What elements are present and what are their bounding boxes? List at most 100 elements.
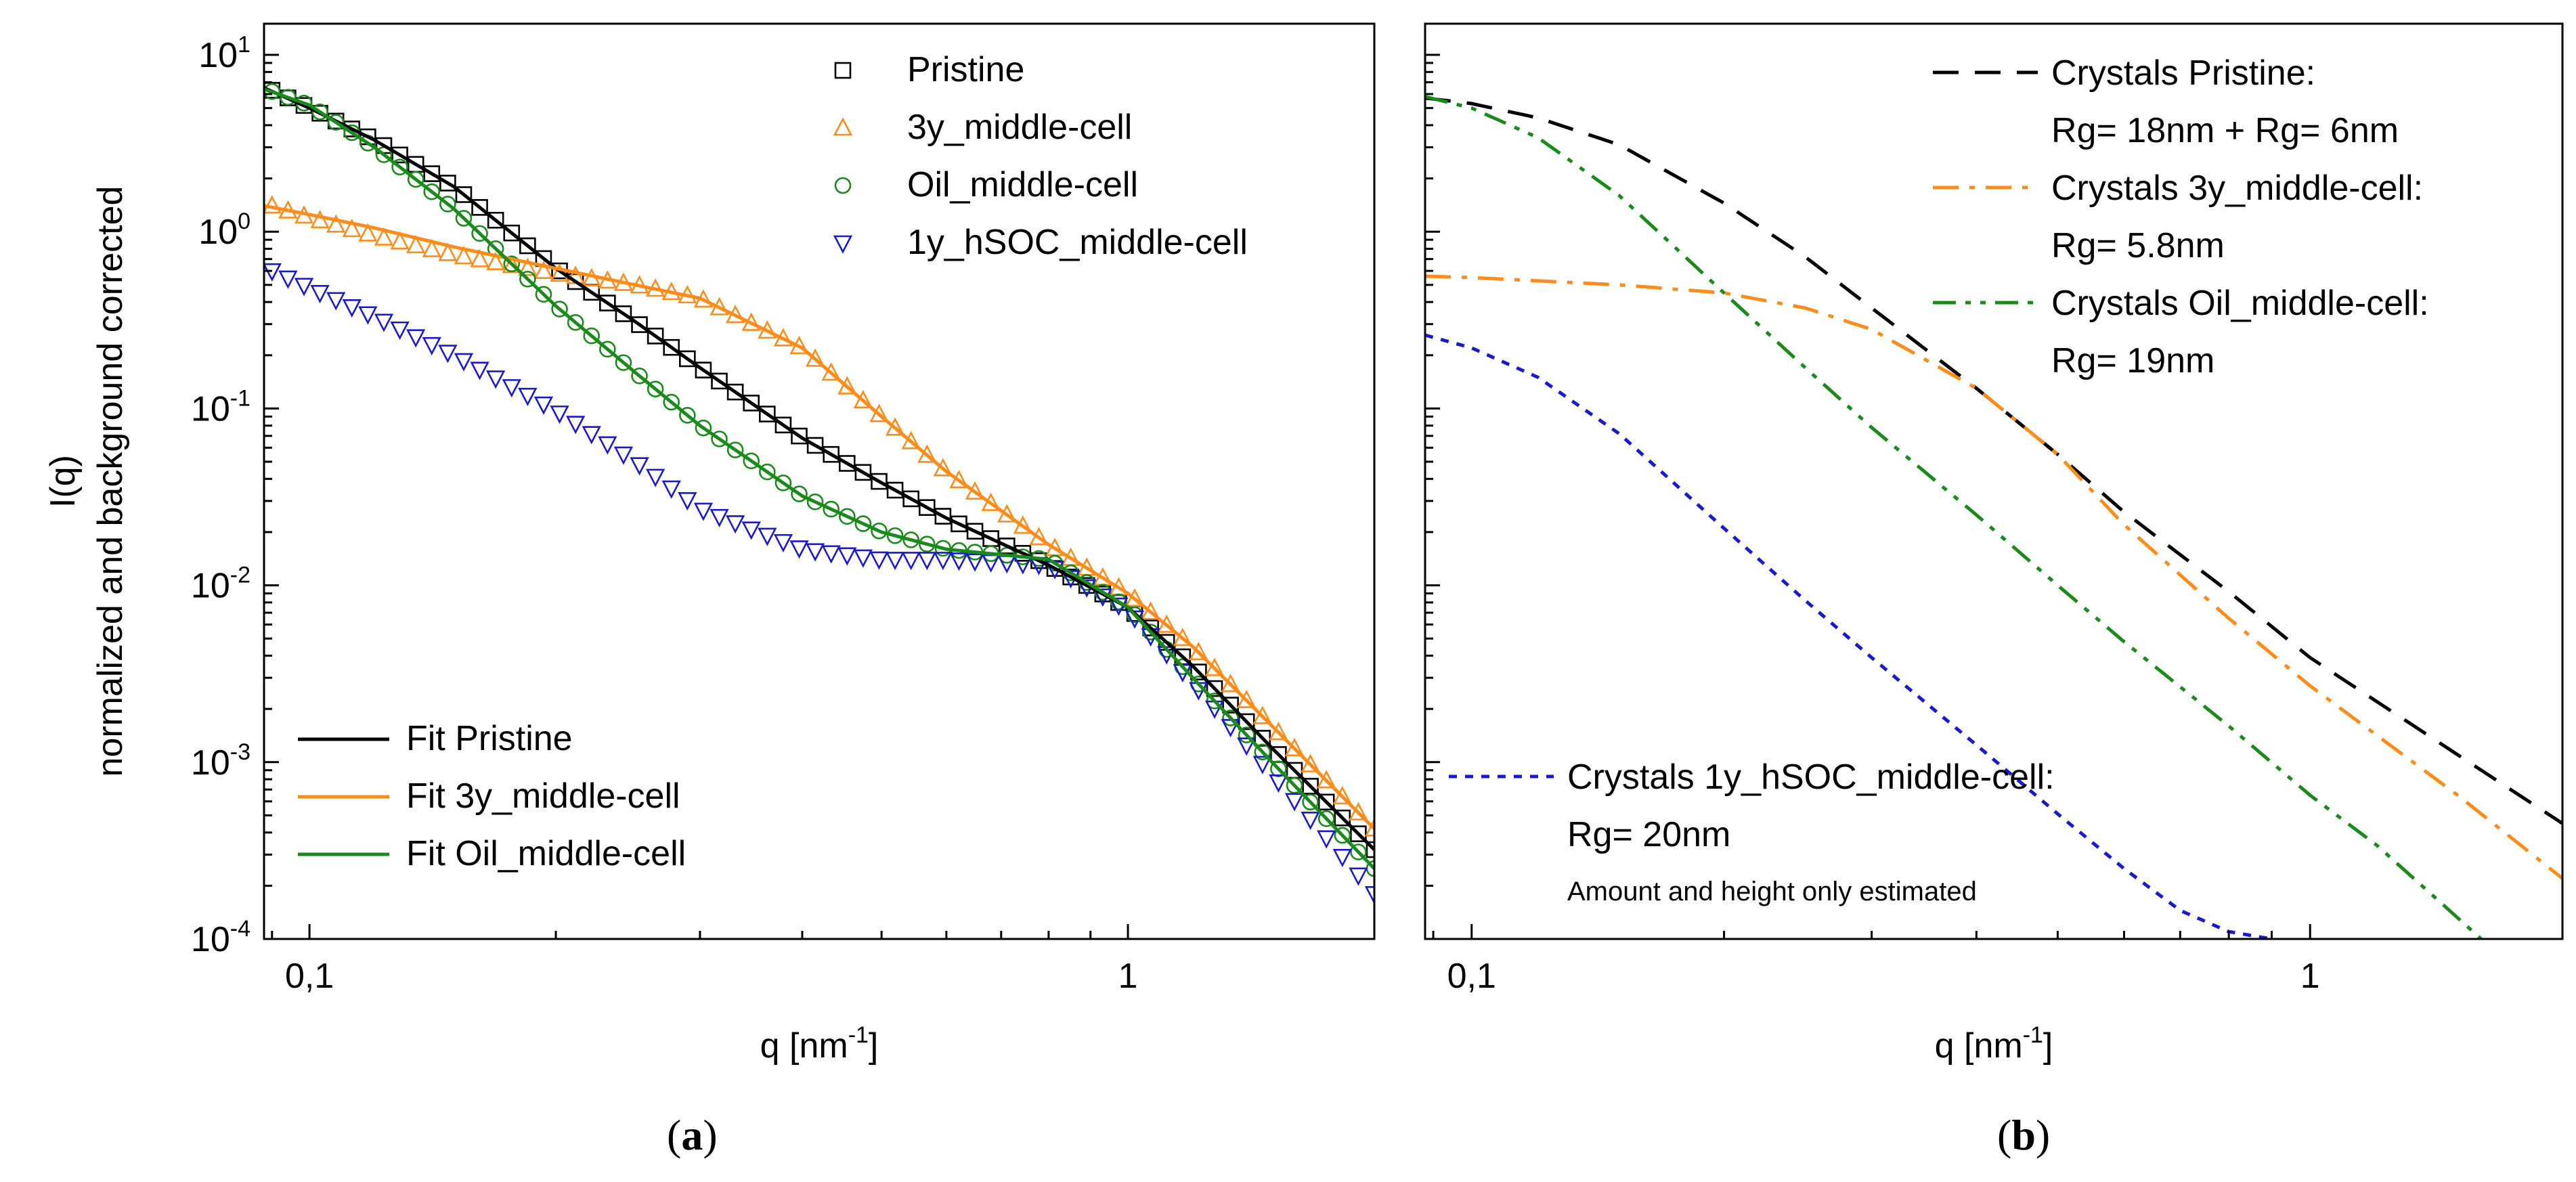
data-point-oil-middle-cell <box>838 508 856 525</box>
data-point-oil-middle-cell <box>695 419 712 437</box>
panel-a-x-tick-label-1: 1 <box>1118 957 1138 996</box>
legend-marker-1y-hsoc-middle-cell <box>833 235 853 254</box>
data-point-1y-hsoc-middle-cell <box>406 329 426 348</box>
caption-a-label: a <box>681 1111 703 1159</box>
data-point-3y-middle-cell <box>1269 722 1288 741</box>
data-point-oil-middle-cell <box>615 354 632 371</box>
data-point-pristine <box>1334 809 1351 827</box>
data-point-pristine <box>854 464 872 481</box>
data-point-pristine <box>806 437 824 454</box>
data-point-oil-middle-cell <box>663 393 680 411</box>
legend-label-crystals-pristine: Crystals Pristine: <box>2051 53 2315 93</box>
data-point-1y-hsoc-middle-cell <box>358 306 378 325</box>
data-point-oil-middle-cell <box>774 475 792 491</box>
data-point-1y-hsoc-middle-cell <box>598 436 617 455</box>
data-point-1y-hsoc-middle-cell <box>693 502 714 521</box>
data-point-1y-hsoc-middle-cell <box>645 468 665 487</box>
data-point-1y-hsoc-middle-cell <box>1364 886 1374 905</box>
data-point-1y-hsoc-middle-cell <box>390 321 410 341</box>
data-point-pristine <box>1302 778 1319 795</box>
data-point-1y-hsoc-middle-cell <box>278 270 298 289</box>
data-point-1y-hsoc-middle-cell <box>710 508 729 527</box>
data-point-pristine <box>934 508 952 525</box>
legend-label-pristine: Pristine <box>907 50 1024 89</box>
data-point-oil-middle-cell <box>854 515 872 532</box>
data-point-3y-middle-cell <box>264 195 282 214</box>
panel-b-x-tick-label-1: 1 <box>2300 957 2320 996</box>
data-point-pristine <box>918 499 936 517</box>
data-point-1y-hsoc-middle-cell <box>438 345 458 364</box>
data-point-oil-middle-cell <box>759 463 776 481</box>
data-point-oil-middle-cell <box>743 452 760 470</box>
legend-label-1y-hsoc-middle-cell: 1y_hSOC_middle-cell <box>907 223 1248 262</box>
data-point-pristine <box>1350 825 1367 842</box>
data-point-3y-middle-cell <box>470 248 489 267</box>
data-point-1y-hsoc-middle-cell <box>741 521 761 540</box>
data-point-3y-middle-cell <box>374 227 394 246</box>
data-point-pristine <box>1190 663 1207 680</box>
data-point-oil-middle-cell <box>391 158 408 176</box>
data-point-pristine <box>439 175 456 192</box>
data-point-1y-hsoc-middle-cell <box>758 527 777 546</box>
data-point-1y-hsoc-middle-cell <box>997 555 1017 574</box>
data-point-oil-middle-cell <box>567 314 584 331</box>
legend-sub-crystals-oil-middle-cell: Rg= 19nm <box>2051 341 2214 380</box>
data-point-1y-hsoc-middle-cell <box>933 552 953 571</box>
data-point-1y-hsoc-middle-cell <box>310 285 330 304</box>
data-point-pristine <box>663 338 680 356</box>
fit-line-fit-3y-middle-cell <box>264 204 1374 830</box>
data-point-1y-hsoc-middle-cell <box>678 492 697 511</box>
data-point-1y-hsoc-middle-cell <box>422 336 441 355</box>
panel-a-y-tick-label-5: 10-4 <box>191 916 250 959</box>
data-point-3y-middle-cell <box>1237 689 1257 709</box>
data-point-1y-hsoc-middle-cell <box>885 552 905 571</box>
data-point-pristine <box>599 294 616 311</box>
data-point-pristine <box>774 416 792 434</box>
data-point-pristine <box>503 224 521 242</box>
panel-a-y-axis-label-2: normalized and background corrected <box>91 186 130 777</box>
legend-label-crystals-3y-middle-cell: Crystals 3y_middle-cell: <box>2051 169 2423 208</box>
data-point-oil-middle-cell <box>1302 793 1319 811</box>
data-point-1y-hsoc-middle-cell <box>630 457 649 476</box>
data-point-oil-middle-cell <box>599 341 616 358</box>
legend-sub-crystals-1y-hsoc-middle-cell: Rg= 20nm <box>1567 815 1730 854</box>
panel-a: 0,1 1 101 100 10-1 10-2 10-3 10-4 q [nm-1] I(q) no… <box>43 22 1376 1066</box>
data-point-1y-hsoc-middle-cell <box>374 313 394 332</box>
data-point-oil-middle-cell <box>280 89 297 106</box>
data-point-1y-hsoc-middle-cell <box>565 416 586 435</box>
data-point-1y-hsoc-middle-cell <box>1284 793 1305 812</box>
data-point-3y-middle-cell <box>1317 770 1336 789</box>
data-point-1y-hsoc-middle-cell <box>661 480 681 499</box>
annotation-estimate: Amount and height only estimated <box>1567 877 1977 906</box>
data-point-oil-middle-cell <box>1222 709 1239 726</box>
caption-b: (b) <box>1997 1111 2051 1159</box>
panel-b-plot-area <box>1425 95 2562 939</box>
data-point-pristine <box>1366 841 1374 858</box>
data-point-oil-middle-cell <box>647 380 664 397</box>
data-point-pristine <box>615 305 632 322</box>
data-point-3y-middle-cell <box>917 444 937 463</box>
data-point-1y-hsoc-middle-cell <box>1269 774 1288 793</box>
data-point-pristine <box>423 165 441 182</box>
data-point-1y-hsoc-middle-cell <box>454 353 474 372</box>
legend-sub-crystals-3y-middle-cell: Rg= 5.8nm <box>2051 226 2225 265</box>
data-point-1y-hsoc-middle-cell <box>533 396 554 415</box>
data-point-oil-middle-cell <box>535 286 552 303</box>
panel-a-y-tick-label-3: 10-2 <box>191 563 250 606</box>
data-point-oil-middle-cell <box>711 431 728 447</box>
data-point-pristine <box>871 473 888 490</box>
data-point-oil-middle-cell <box>679 407 696 424</box>
data-point-oil-middle-cell <box>1317 810 1335 827</box>
data-point-pristine <box>902 490 919 508</box>
data-point-1y-hsoc-middle-cell <box>965 553 985 572</box>
legend-label-crystals-1y-hsoc-middle-cell: Crystals 1y_hSOC_middle-cell: <box>1567 758 2055 797</box>
data-point-3y-middle-cell <box>1332 785 1352 805</box>
data-point-oil-middle-cell <box>551 301 568 318</box>
data-point-3y-middle-cell <box>1157 614 1177 633</box>
data-point-1y-hsoc-middle-cell <box>853 549 873 568</box>
data-point-1y-hsoc-middle-cell <box>582 426 601 445</box>
data-point-3y-middle-cell <box>1173 628 1192 647</box>
data-point-1y-hsoc-middle-cell <box>837 547 857 566</box>
series-pristine <box>264 82 1374 858</box>
